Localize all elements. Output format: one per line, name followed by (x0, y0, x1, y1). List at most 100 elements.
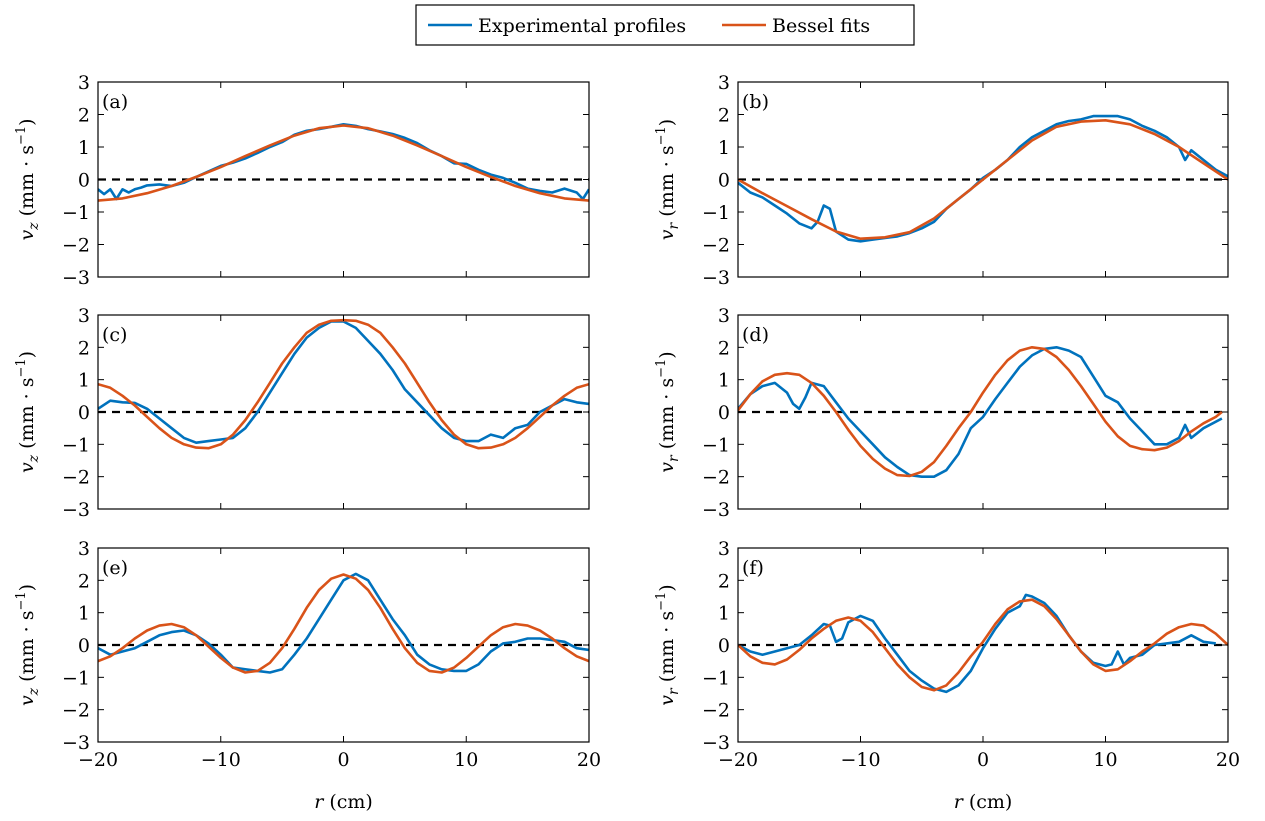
y-tick-label: −3 (62, 732, 90, 754)
y-tick-label: 0 (718, 635, 730, 657)
y-tick-label: 3 (718, 538, 730, 560)
y-axis-label: vz (mm · s−1) (14, 351, 42, 473)
y-tick-label: 0 (78, 402, 90, 424)
panel-label: (a) (102, 91, 128, 113)
legend-label-experimental: Experimental profiles (478, 15, 686, 37)
x-tick-label: 0 (977, 749, 989, 771)
series-line-experimental (738, 345, 1223, 479)
x-tick-label: −20 (78, 749, 118, 771)
y-tick-label: 1 (78, 370, 90, 392)
panel-label: (d) (742, 324, 769, 346)
panel-label: (e) (102, 557, 128, 579)
y-axis-label: vr (mm · s−1) (654, 584, 682, 705)
y-tick-label: −2 (62, 235, 90, 257)
y-axis-label-symbol: v (656, 695, 678, 706)
y-axis-label-subscript: z (26, 222, 42, 231)
y-tick-label: −1 (62, 667, 90, 689)
y-tick-label: −3 (62, 499, 90, 521)
x-axis-label-unit: (cm) (323, 791, 373, 813)
y-tick-label: 1 (718, 137, 730, 159)
y-tick-label: 1 (718, 370, 730, 392)
y-axis-label-exponent: −1 (14, 358, 29, 377)
y-axis-label-close: ) (16, 584, 38, 591)
y-tick-label: 2 (718, 105, 730, 127)
y-tick-label: 3 (718, 305, 730, 327)
y-axis-label-close: ) (656, 351, 678, 358)
x-tick-label: −20 (718, 749, 758, 771)
y-tick-label: −1 (702, 667, 730, 689)
y-tick-label: 3 (718, 72, 730, 94)
series-line-bessel (98, 124, 589, 202)
series-line-bessel (738, 598, 1228, 692)
x-axis-label: r (cm) (954, 791, 1013, 813)
y-tick-label: −1 (62, 434, 90, 456)
y-tick-label: 3 (78, 305, 90, 327)
x-tick-label: 20 (577, 749, 601, 771)
y-tick-label: 2 (78, 105, 90, 127)
legend-label-bessel: Bessel fits (772, 15, 870, 37)
y-tick-label: 3 (78, 72, 90, 94)
series-line-experimental (98, 320, 589, 445)
y-tick-label: −3 (702, 732, 730, 754)
y-axis-label-units: (mm · s (16, 145, 38, 216)
y-axis-label-subscript: r (666, 454, 682, 462)
y-tick-label: 2 (718, 570, 730, 592)
panel-label: (c) (102, 324, 127, 346)
y-tick-label: −1 (62, 202, 90, 224)
x-axis-label-unit: (cm) (963, 791, 1013, 813)
y-tick-label: 2 (78, 570, 90, 592)
y-tick-label: 0 (78, 170, 90, 192)
x-axis-label: r (cm) (314, 791, 373, 813)
y-axis-label-exponent: −1 (14, 126, 29, 145)
y-tick-label: 0 (78, 635, 90, 657)
y-axis-label: vz (mm · s−1) (14, 584, 42, 706)
x-tick-label: −10 (201, 749, 241, 771)
y-axis-label-close: ) (656, 119, 678, 126)
x-tick-label: −10 (840, 749, 880, 771)
y-tick-label: −3 (62, 267, 90, 289)
legend: Experimental profiles Bessel fits (415, 4, 915, 46)
x-tick-label: 10 (454, 749, 478, 771)
y-tick-label: 3 (78, 538, 90, 560)
series-line-experimental (98, 123, 589, 201)
y-tick-label: −3 (702, 499, 730, 521)
series-line-experimental (738, 593, 1216, 694)
panel-label: (b) (742, 91, 769, 113)
x-axis-label-symbol: r (954, 791, 965, 813)
y-axis-label-symbol: v (16, 462, 38, 473)
y-tick-label: 1 (78, 603, 90, 625)
y-axis-label-symbol: v (16, 230, 38, 241)
y-axis-label-exponent: −1 (654, 359, 669, 378)
y-tick-label: 0 (718, 402, 730, 424)
panel-label: (f) (742, 557, 764, 579)
y-axis-label-units: (mm · s (656, 611, 678, 682)
y-axis-label: vr (mm · s−1) (654, 119, 682, 240)
y-tick-label: −3 (702, 267, 730, 289)
y-tick-label: 0 (718, 170, 730, 192)
y-axis-label-units: (mm · s (656, 378, 678, 449)
y-tick-label: −2 (62, 467, 90, 489)
y-axis-label-close: ) (16, 118, 38, 125)
y-axis-label-close: ) (656, 584, 678, 591)
x-axis-label-symbol: r (314, 791, 325, 813)
series-line-bessel (738, 119, 1228, 240)
y-axis-label-units: (mm · s (16, 378, 38, 449)
y-axis-label-exponent: −1 (654, 126, 669, 145)
y-axis-label-subscript: r (666, 221, 682, 229)
y-axis-label-symbol: v (656, 462, 678, 473)
y-axis-label-subscript: z (26, 687, 42, 696)
x-tick-label: 0 (337, 749, 349, 771)
y-tick-label: −2 (702, 467, 730, 489)
series-line-bessel (98, 573, 589, 674)
y-tick-label: 2 (718, 337, 730, 359)
y-axis-label-symbol: v (16, 695, 38, 706)
y-tick-label: −1 (702, 202, 730, 224)
y-tick-label: 1 (718, 603, 730, 625)
